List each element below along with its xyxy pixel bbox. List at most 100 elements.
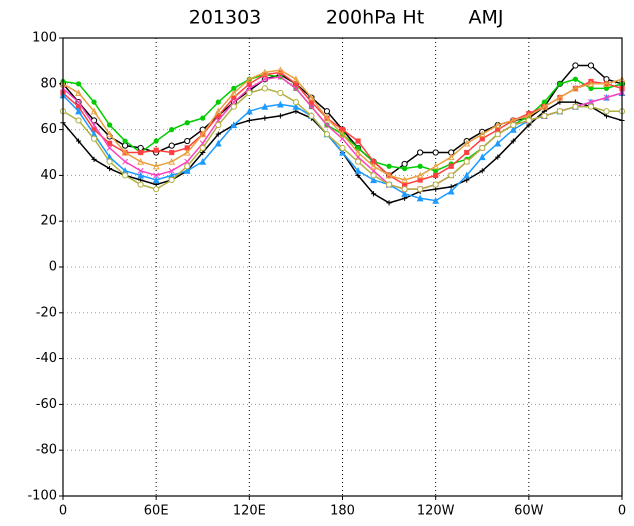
marker (463, 139, 471, 147)
marker (572, 62, 579, 69)
marker (184, 137, 191, 145)
chart-title: 200hPa Ht (326, 7, 424, 29)
marker (106, 140, 113, 146)
y-tick-label: 20 (40, 214, 57, 229)
marker (572, 84, 579, 92)
y-tick-label: -40 (36, 351, 57, 366)
marker (153, 172, 160, 179)
marker (75, 89, 82, 97)
marker (75, 117, 82, 124)
marker (509, 125, 517, 133)
marker (463, 158, 470, 165)
marker (587, 80, 595, 87)
marker (417, 177, 423, 183)
marker (230, 89, 238, 97)
marker (152, 162, 160, 170)
marker (401, 186, 408, 193)
marker (246, 89, 253, 97)
marker (354, 167, 362, 174)
marker (292, 102, 300, 110)
chart-title: 201303 (189, 7, 262, 29)
x-tick-label: 0 (59, 504, 67, 519)
series-line (62, 69, 623, 181)
x-tick-label: 180 (330, 504, 355, 519)
marker (245, 75, 253, 83)
marker (199, 157, 207, 165)
marker (214, 139, 222, 147)
marker (75, 107, 82, 115)
marker (339, 130, 346, 138)
marker (417, 186, 424, 193)
marker (277, 113, 283, 119)
marker (90, 135, 98, 142)
marker (137, 171, 145, 179)
marker (588, 85, 594, 91)
marker (557, 81, 563, 87)
marker (464, 149, 470, 156)
marker (495, 127, 501, 133)
y-tick-label: -60 (36, 397, 57, 412)
marker (339, 144, 346, 152)
marker (587, 99, 594, 106)
marker (541, 99, 547, 105)
y-tick-label: 40 (40, 168, 57, 183)
marker (261, 102, 269, 110)
marker (168, 167, 175, 174)
y-tick-label: -100 (27, 489, 57, 504)
marker (245, 107, 253, 115)
marker (494, 131, 501, 138)
marker (90, 107, 98, 115)
marker (91, 99, 97, 105)
marker (479, 144, 486, 152)
marker (603, 94, 610, 101)
marker (354, 158, 362, 165)
marker (277, 73, 284, 80)
marker (603, 85, 610, 91)
marker (246, 117, 252, 124)
marker (448, 163, 454, 169)
marker (183, 148, 191, 156)
chart-title: AMJ (469, 7, 504, 29)
marker (122, 142, 129, 149)
marker (432, 181, 439, 188)
marker (572, 103, 579, 110)
marker (293, 81, 299, 87)
marker (339, 127, 346, 133)
marker (447, 153, 455, 161)
marker (402, 181, 408, 188)
y-tick-label: -80 (36, 443, 57, 458)
marker (432, 196, 440, 204)
marker (122, 158, 129, 165)
marker (168, 142, 175, 149)
y-tick-label: 0 (49, 260, 57, 275)
marker (385, 171, 393, 179)
marker (91, 122, 98, 128)
marker (183, 167, 191, 174)
marker (416, 171, 424, 179)
marker (137, 157, 145, 165)
marker (510, 138, 516, 144)
marker (308, 103, 315, 110)
marker (215, 131, 221, 137)
marker (556, 108, 563, 115)
marker (292, 99, 300, 106)
marker (230, 103, 237, 110)
marker (106, 122, 113, 128)
marker (184, 120, 190, 126)
marker (214, 107, 222, 115)
marker (463, 171, 471, 179)
marker (433, 168, 439, 174)
y-tick-label: 60 (40, 122, 57, 137)
marker (231, 85, 237, 91)
marker (91, 156, 97, 162)
marker (137, 167, 144, 174)
marker (587, 103, 595, 110)
marker (323, 114, 331, 122)
marker (215, 121, 222, 129)
marker (478, 130, 486, 138)
marker (199, 144, 206, 152)
marker (91, 127, 97, 133)
marker (370, 191, 377, 197)
marker (75, 99, 82, 106)
marker (432, 162, 440, 170)
